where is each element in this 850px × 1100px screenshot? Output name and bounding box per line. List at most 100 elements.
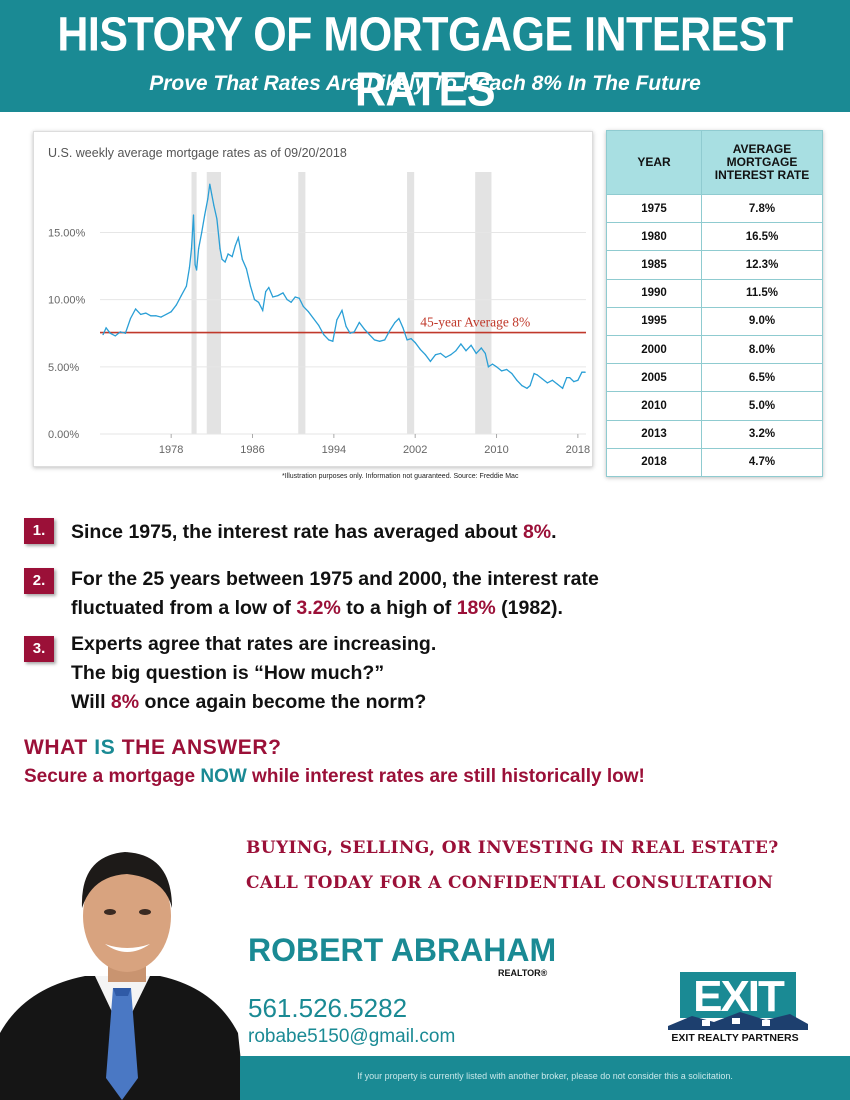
data-point	[341, 309, 343, 311]
data-point	[511, 372, 513, 375]
data-point	[484, 352, 486, 354]
data-point	[569, 376, 571, 379]
data-point	[501, 370, 503, 372]
cta-line-2: CALL TODAY FOR A CONFIDENTIAL CONSULTATI…	[246, 873, 774, 893]
table-row: 2005 6.5%	[606, 363, 823, 393]
logo-caption: EXIT REALTY PARTNERS	[671, 1032, 799, 1044]
average-label: 45-year Average 8%	[420, 315, 530, 330]
cell-year: 1990	[606, 278, 702, 308]
data-point	[180, 295, 182, 297]
point-number-badge: 3.	[24, 636, 54, 662]
data-point	[398, 317, 400, 320]
data-point	[268, 286, 270, 289]
cell-year: 2013	[606, 419, 702, 449]
data-point	[516, 379, 518, 381]
answer-heading-part: THE ANSWER?	[115, 736, 282, 759]
data-point	[332, 340, 334, 342]
agent-photo	[0, 852, 245, 1100]
x-tick-label: 2002	[403, 444, 427, 456]
table-header-year: YEAR	[606, 130, 702, 195]
highlight-value: 18%	[456, 597, 496, 619]
answer-line-part: while interest rates are still historica…	[246, 766, 645, 787]
page-title: HISTORY OF MORTGAGE INTEREST RATES	[57, 8, 793, 117]
cell-year: 2010	[606, 391, 702, 421]
point-text-part: fluctuated from a low of	[71, 597, 297, 619]
cell-rate: 4.7%	[701, 447, 823, 477]
data-point	[394, 321, 396, 324]
page-subtitle: Prove That Rates Are Likely To Reach 8% …	[149, 72, 701, 95]
cell-rate: 8.0%	[701, 334, 823, 365]
data-point	[249, 285, 252, 287]
point-text-line: The big question is “How much?”	[71, 662, 385, 684]
table-header-rate: AVERAGE MORTGAGE INTEREST RATE	[701, 130, 823, 195]
data-point	[526, 387, 528, 389]
data-point	[424, 354, 426, 356]
answer-line: Secure a mortgage NOW while interest rat…	[24, 766, 645, 788]
data-point	[465, 350, 467, 352]
data-point	[209, 183, 211, 185]
table-row: 2000 8.0%	[606, 334, 823, 365]
data-point	[134, 308, 137, 310]
answer-line-part: Secure a mortgage	[24, 766, 201, 787]
cell-year: 1985	[606, 250, 702, 280]
recession-band	[475, 172, 492, 434]
data-point	[294, 296, 296, 298]
chart-svg: U.S. weekly average mortgage rates as of…	[48, 146, 590, 456]
data-point	[265, 290, 267, 293]
cell-rate: 7.8%	[701, 193, 823, 224]
data-point	[160, 316, 162, 318]
data-point	[551, 379, 554, 381]
data-point	[328, 339, 330, 341]
cell-rate: 9.0%	[701, 306, 823, 336]
data-point	[584, 371, 586, 373]
point-text: For the 25 years between 1975 and 2000, …	[71, 565, 599, 623]
data-point	[389, 329, 391, 332]
point-text-part: (1982).	[495, 597, 563, 619]
data-point	[258, 301, 260, 303]
data-point	[241, 258, 243, 260]
data-point	[102, 333, 104, 336]
data-point	[577, 379, 579, 381]
point-text-part: once again become the norm?	[139, 691, 427, 713]
data-point	[402, 327, 404, 329]
agent-phone[interactable]: 561.526.5282	[248, 993, 408, 1023]
cell-rate: 16.5%	[701, 222, 823, 252]
chart-title: U.S. weekly average mortgage rates as of…	[48, 146, 347, 160]
data-point	[219, 247, 221, 250]
chart-source-note: *Illustration purposes only. Information…	[282, 473, 519, 480]
data-point	[207, 198, 209, 200]
data-point	[155, 315, 157, 317]
agent-email[interactable]: robabe5150@gmail.com	[248, 1026, 456, 1047]
data-point	[204, 214, 206, 216]
cell-rate: 12.3%	[701, 250, 823, 280]
data-point	[150, 315, 152, 317]
table-row: 1990 11.5%	[606, 278, 823, 308]
data-point	[440, 352, 442, 354]
point-text-line: Experts agree that rates are increasing.	[71, 633, 437, 655]
data-point	[470, 344, 472, 346]
data-point	[216, 218, 218, 220]
data-point	[546, 382, 548, 384]
cell-year: 1995	[606, 306, 702, 336]
series-line	[102, 183, 586, 390]
data-point	[105, 327, 107, 329]
cell-year: 1975	[606, 193, 702, 224]
data-point	[190, 247, 193, 250]
answer-line-accent: NOW	[200, 766, 247, 787]
cell-year: 2018	[606, 447, 702, 477]
answer-heading-part: WHAT	[24, 736, 95, 759]
x-tick-label: 2018	[566, 444, 590, 456]
agent-role: REALTOR®	[498, 968, 548, 978]
rate-table: YEAR AVERAGE MORTGAGE INTEREST RATE 1975…	[606, 130, 823, 477]
point-text: Since 1975, the interest rate has averag…	[71, 518, 557, 547]
cell-rate: 3.2%	[701, 419, 823, 449]
header-banner: HISTORY OF MORTGAGE INTEREST RATES Prove…	[0, 0, 850, 117]
data-point	[253, 299, 256, 301]
data-point	[119, 331, 121, 333]
data-point	[450, 354, 452, 356]
data-point	[272, 296, 274, 298]
table-row: 1975 7.8%	[606, 193, 823, 224]
data-point	[224, 261, 226, 263]
data-point	[277, 295, 279, 297]
data-point	[227, 253, 229, 255]
